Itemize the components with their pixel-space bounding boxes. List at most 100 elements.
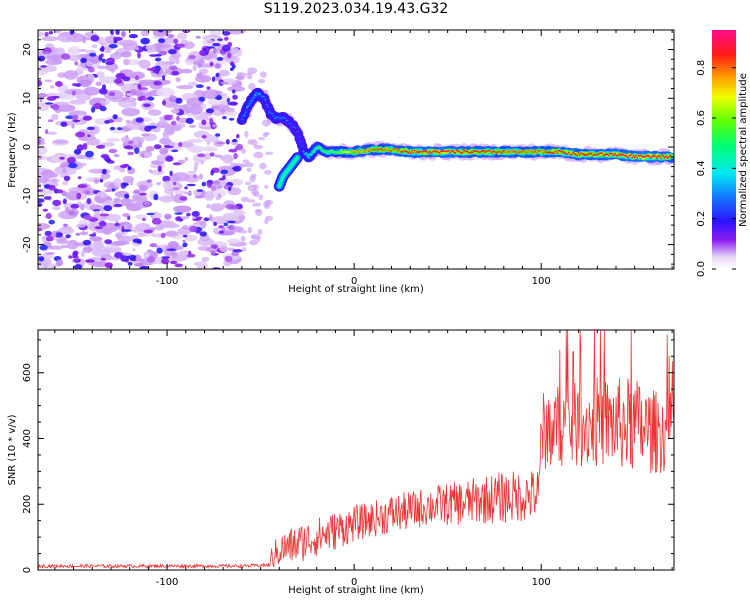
noise-blob	[196, 189, 204, 192]
spectrogram-noise-region	[38, 30, 274, 269]
noise-blob	[208, 214, 213, 221]
signal-cell	[629, 154, 632, 156]
noise-blob	[210, 185, 217, 192]
signal-cell	[498, 150, 501, 153]
signal-cell	[494, 151, 497, 154]
noise-blob	[96, 144, 106, 149]
noise-blob	[202, 70, 206, 77]
noise-wash-blob	[148, 109, 162, 116]
signal-cell	[320, 147, 323, 150]
noise-blob	[166, 248, 177, 251]
signal-cell	[662, 155, 665, 158]
noise-wash-blob	[138, 82, 150, 87]
signal-cell	[601, 152, 603, 154]
noise-wash-blob	[52, 139, 68, 144]
noise-wash-blob	[210, 105, 221, 110]
signal-cell	[271, 112, 273, 115]
signal-cell	[425, 150, 428, 153]
noise-blob	[121, 226, 125, 233]
noise-blob	[236, 143, 244, 151]
colorbar-tick-label: 0.0	[696, 261, 707, 277]
noise-wash-blob	[131, 194, 141, 200]
signal-cell	[282, 116, 285, 119]
noise-blob	[131, 100, 137, 108]
signal-cell	[297, 130, 300, 133]
noise-wash-blob	[38, 223, 51, 230]
noise-wash-blob	[38, 68, 48, 76]
signal-cell	[314, 149, 317, 151]
noise-blob	[83, 215, 93, 220]
noise-wash-blob	[180, 68, 193, 74]
noise-blob	[46, 96, 57, 101]
noise-blob	[108, 91, 116, 97]
signal-cell	[543, 150, 546, 153]
noise-wash-blob	[140, 30, 150, 37]
noise-blob	[194, 195, 204, 199]
signal-cell	[246, 106, 249, 109]
noise-blob	[38, 189, 44, 192]
noise-blob	[164, 213, 172, 220]
signal-cell	[302, 150, 305, 153]
noise-wash-blob	[120, 197, 133, 207]
signal-cell	[438, 152, 441, 155]
signal-cell	[659, 157, 662, 160]
noise-blob	[156, 247, 163, 254]
spec-y-tick-label: -10	[22, 188, 33, 204]
signal-cell	[449, 152, 452, 154]
noise-blob	[176, 116, 180, 121]
noise-blob	[226, 98, 230, 103]
noise-blob	[72, 119, 81, 123]
noise-blob	[215, 63, 221, 69]
signal-cell	[357, 151, 360, 154]
noise-blob	[108, 44, 118, 49]
noise-blob	[173, 38, 179, 45]
noise-blob	[76, 192, 82, 200]
signal-cell	[633, 156, 636, 159]
noise-blob	[127, 151, 134, 156]
noise-blob	[145, 44, 154, 51]
signal-cell	[624, 154, 627, 157]
noise-blob	[101, 58, 106, 64]
noise-blob	[230, 67, 234, 71]
signal-cell	[254, 94, 256, 96]
signal-cell	[248, 103, 251, 105]
noise-blob	[160, 232, 166, 239]
noise-blob	[212, 47, 217, 54]
noise-blob	[162, 75, 166, 81]
noise-haze-blob	[237, 72, 247, 78]
noise-blob	[121, 97, 130, 101]
signal-cell	[421, 151, 424, 153]
noise-wash-blob	[138, 59, 151, 69]
noise-wash-blob	[186, 138, 204, 143]
signal-cell	[307, 156, 310, 159]
signal-cell	[578, 154, 581, 157]
noise-blob	[115, 232, 122, 239]
noise-wash-blob	[83, 86, 100, 96]
noise-blob	[109, 126, 116, 131]
noise-blob	[213, 221, 218, 226]
noise-wash-blob	[120, 51, 132, 58]
noise-blob	[38, 156, 43, 160]
noise-blob	[113, 203, 123, 208]
noise-blob	[65, 115, 74, 120]
signal-cell	[366, 148, 369, 151]
noise-blob	[212, 123, 217, 128]
noise-blob	[68, 162, 78, 169]
noise-blob	[132, 248, 136, 252]
noise-blob	[192, 218, 202, 221]
noise-blob	[113, 36, 123, 41]
noise-blob	[170, 192, 174, 199]
signal-cell	[640, 154, 643, 157]
noise-blob	[215, 90, 223, 94]
noise-blob	[232, 249, 243, 253]
noise-blob	[77, 184, 88, 189]
signal-cell	[454, 152, 457, 154]
noise-blob	[120, 164, 128, 169]
signal-cell	[522, 149, 525, 152]
signal-cell	[276, 116, 279, 118]
noise-blob	[132, 238, 141, 244]
noise-blob	[52, 104, 60, 111]
colorbar-tick-label: 0.2	[696, 211, 707, 227]
signal-cell	[391, 148, 394, 150]
noise-blob	[125, 120, 131, 123]
